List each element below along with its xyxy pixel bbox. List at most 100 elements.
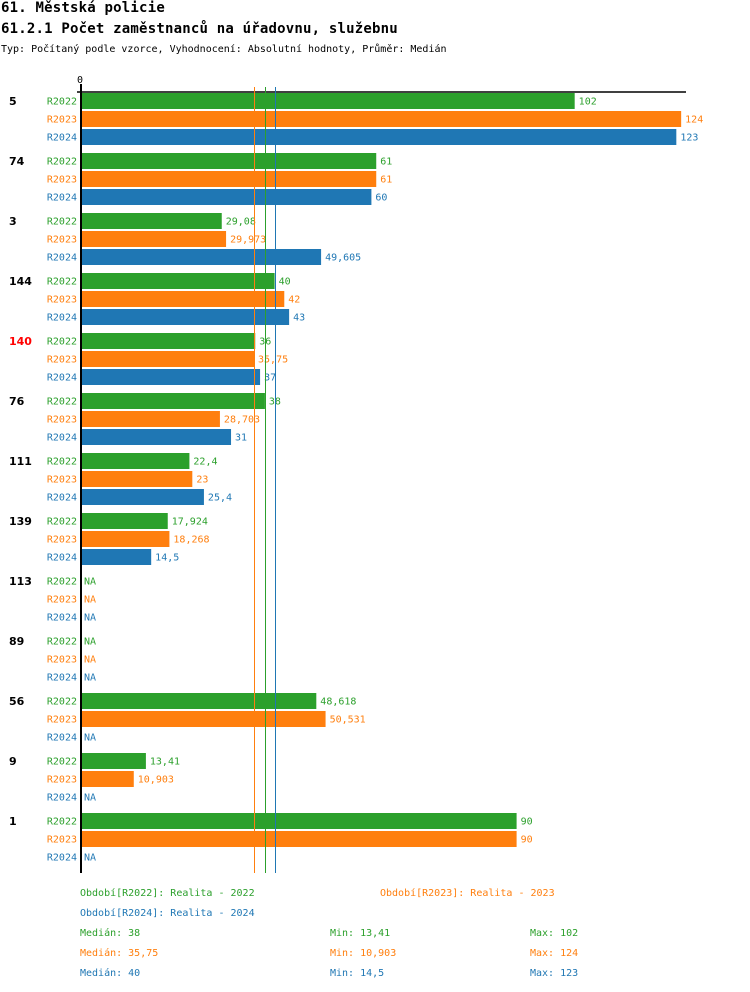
series-label: R2023 [47, 295, 77, 306]
stat-max-r2022: Max: 102 [530, 928, 579, 939]
data-label: 90 [521, 835, 533, 846]
stat-min-r2022: Min: 13,41 [330, 928, 391, 939]
data-label: 23 [196, 475, 208, 486]
bar [81, 429, 232, 445]
series-label: R2024 [47, 853, 77, 864]
page-title: 61. Městská policie [1, 0, 165, 16]
data-label: 29,973 [230, 235, 266, 246]
series-label: R2023 [47, 775, 77, 786]
bar [81, 129, 677, 145]
series-label: R2023 [47, 535, 77, 546]
data-label: 102 [579, 97, 597, 108]
bar [81, 213, 222, 229]
bar [81, 171, 377, 187]
category-label: 3 [9, 215, 17, 228]
bar [81, 249, 322, 265]
bar [81, 693, 317, 709]
series-label: R2023 [47, 835, 77, 846]
series-label: R2022 [47, 517, 77, 528]
bar [81, 531, 170, 547]
data-label: 40 [279, 277, 291, 288]
category-label: 144 [9, 275, 32, 288]
series-label: R2023 [47, 475, 77, 486]
series-label: R2024 [47, 733, 77, 744]
na-label: NA [84, 637, 96, 648]
series-label: R2022 [47, 757, 77, 768]
category-label: 113 [9, 575, 32, 588]
data-label: 61 [380, 157, 392, 168]
data-label: 22,4 [193, 457, 217, 468]
data-label: 123 [680, 133, 698, 144]
series-label: R2024 [47, 193, 77, 204]
na-label: NA [84, 613, 96, 624]
data-label: 42 [288, 295, 300, 306]
bar [81, 549, 152, 565]
data-label: 13,41 [150, 757, 180, 768]
series-label: R2023 [47, 355, 77, 366]
stat-min-r2023: Min: 10,903 [330, 948, 397, 959]
na-label: NA [84, 793, 96, 804]
series-label: R2023 [47, 415, 77, 426]
bar [81, 189, 372, 205]
bar [81, 453, 190, 469]
chart-info: Typ: Počítaný podle vzorce, Vyhodnocení:… [1, 44, 447, 55]
chart-title: 61.2.1 Počet zaměstnanců na úřadovnu, sl… [1, 21, 398, 37]
data-label: 124 [685, 115, 703, 126]
na-label: NA [84, 853, 96, 864]
data-label: 90 [521, 817, 533, 828]
data-label: 48,618 [320, 697, 356, 708]
series-label: R2022 [47, 697, 77, 708]
bar [81, 369, 261, 385]
data-label: 14,5 [155, 553, 179, 564]
series-label: R2023 [47, 115, 77, 126]
stat-max-r2024: Max: 123 [530, 968, 579, 979]
series-label: R2024 [47, 553, 77, 564]
bar [81, 513, 168, 529]
bar [81, 273, 275, 289]
series-label: R2024 [47, 613, 77, 624]
bar [81, 153, 377, 169]
category-label: 56 [9, 695, 25, 708]
data-label: 49,605 [325, 253, 361, 264]
category-label: 5 [9, 95, 17, 108]
data-label: 31 [235, 433, 247, 444]
data-label: 18,268 [173, 535, 209, 546]
data-label: 17,924 [172, 517, 208, 528]
bar [81, 471, 193, 487]
bar [81, 771, 134, 787]
series-label: R2022 [47, 97, 77, 108]
data-label: 38 [269, 397, 281, 408]
bar [81, 393, 265, 409]
series-label: R2023 [47, 655, 77, 666]
data-label: 43 [293, 313, 305, 324]
bar [81, 831, 517, 847]
data-label: 60 [375, 193, 387, 204]
bar [81, 351, 255, 367]
na-label: NA [84, 655, 96, 666]
data-label: 61 [380, 175, 392, 186]
bar [81, 753, 146, 769]
stat-median-r2022: Medián: 38 [80, 928, 141, 939]
category-label: 89 [9, 635, 24, 648]
data-label: 25,4 [208, 493, 232, 504]
na-label: NA [84, 673, 96, 684]
bar [81, 111, 682, 127]
series-label: R2024 [47, 793, 77, 804]
legend-period-r2022: Období[R2022]: Realita - 2022 [80, 888, 255, 899]
series-label: R2022 [47, 217, 77, 228]
legend-period-r2023: Období[R2023]: Realita - 2023 [380, 888, 555, 899]
category-label: 139 [9, 515, 32, 528]
series-label: R2022 [47, 817, 77, 828]
bar [81, 309, 290, 325]
na-label: NA [84, 595, 96, 606]
bar [81, 333, 256, 349]
category-label: 111 [9, 455, 32, 468]
series-label: R2024 [47, 673, 77, 684]
data-label: 35,75 [258, 355, 288, 366]
series-label: R2024 [47, 433, 77, 444]
series-label: R2022 [47, 277, 77, 288]
series-label: R2023 [47, 595, 77, 606]
legend-period-r2024: Období[R2024]: Realita - 2024 [80, 908, 255, 919]
series-label: R2024 [47, 373, 77, 384]
